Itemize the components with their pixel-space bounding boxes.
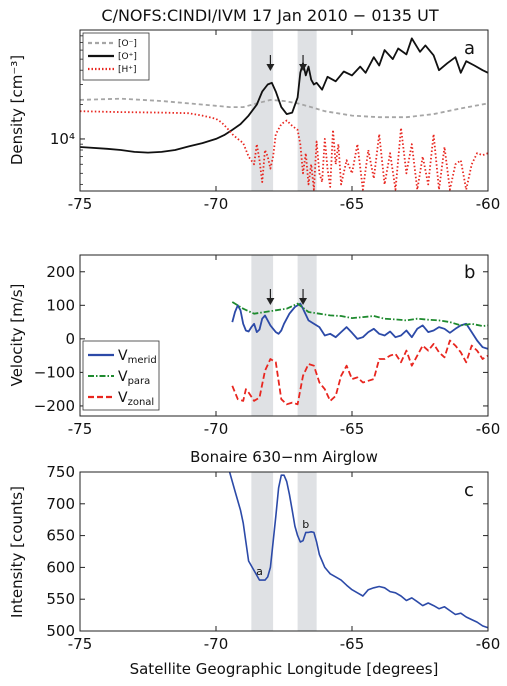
xtick-label: -60 [476, 635, 501, 653]
airglow-ticks: -75 -70 -65 -60 750 700 650 600 550 500 [46, 463, 500, 653]
legend-o-plus-label: [O⁺] [118, 52, 137, 62]
density-axes-frame [79, 29, 489, 192]
ytick-label: −100 [34, 363, 75, 381]
xtick-label: -70 [204, 420, 229, 438]
annotation-a: a [256, 565, 263, 578]
velocity-legend-box [82, 340, 160, 411]
legend-zonal-v: V [118, 390, 128, 406]
shaded-bands-c [251, 472, 317, 631]
velocity-ticks: -75 -70 -65 -60 200 100 0 −100 −200 [34, 255, 500, 438]
density-ylabel: Density [cm⁻³] [8, 55, 26, 165]
xtick-label: -65 [340, 635, 365, 653]
figure-title: C/NOFS:CINDI/IVM 17 Jan 2010 − 0135 UT [101, 6, 438, 25]
xtick-label: -60 [476, 420, 501, 438]
legend-o-minus-label: [O⁻] [118, 39, 137, 49]
xtick-label: -75 [68, 635, 93, 653]
velocity-panel: -75 -70 -65 -60 200 100 0 −100 −200 Vmerid Vpara… [8, 254, 500, 438]
legend-merid-v: V [118, 348, 128, 364]
xtick-label: -75 [68, 195, 93, 213]
panel-label-c: c [464, 480, 474, 501]
ytick-label: 500 [46, 622, 75, 640]
arrow-head-2 [299, 64, 308, 71]
shaded-band-2 [297, 30, 317, 191]
legend-para-sub: para [128, 376, 151, 387]
ytick-label: 750 [46, 463, 75, 481]
legend-merid-label: Vmerid [118, 348, 157, 366]
ytick-label: −200 [34, 397, 75, 415]
series-line-o-minus [79, 97, 489, 119]
xtick-label: -70 [204, 195, 229, 213]
density-panel: -75 -70 -65 -60 10⁴ [O⁻] [O⁺] [H⁺] a Density… [8, 29, 501, 213]
ytick-label: 700 [46, 495, 75, 513]
xtick-label: -75 [68, 420, 93, 438]
density-plot-area [79, 37, 489, 191]
ytick-label: 550 [46, 590, 75, 608]
shared-xlabel: Satellite Geographic Longitude [degrees] [130, 660, 439, 678]
arrow-head-2 [299, 298, 308, 305]
ytick-label: 650 [46, 527, 75, 545]
shaded-band-1 [251, 255, 274, 416]
airglow-axes-frame [79, 471, 489, 632]
series-line-o-plus [79, 37, 489, 154]
ytick-label: 100 [46, 296, 75, 314]
legend-zonal-sub: zonal [128, 397, 155, 408]
velocity-ylabel: Velocity [m/s] [8, 284, 26, 387]
legend-para-label: Vpara [118, 369, 150, 387]
legend-h-plus-label: [H⁺] [118, 65, 137, 75]
xtick-label: -65 [340, 195, 365, 213]
annotation-b: b [302, 518, 309, 531]
density-legend-box [82, 32, 150, 81]
series-line-zonal [231, 339, 489, 406]
shaded-band-1 [251, 30, 274, 191]
shaded-band-2 [297, 472, 317, 631]
arrow-head-1 [266, 298, 275, 305]
airglow-ylabel: Intensity [counts] [8, 486, 26, 618]
airglow-title: Bonaire 630−nm Airglow [190, 448, 378, 466]
density-legend: [O⁻] [O⁺] [H⁺] [82, 32, 150, 81]
series-line-merid [231, 302, 489, 350]
ytick-label: 0 [65, 330, 75, 348]
legend-zonal-label: Vzonal [118, 390, 154, 408]
airglow-plot-area [228, 471, 489, 629]
panel-label-b: b [464, 262, 475, 283]
legend-merid-sub: merid [128, 355, 157, 366]
ytick-label: 200 [46, 263, 75, 281]
xtick-label: -70 [204, 635, 229, 653]
series-line-airglow [228, 471, 489, 629]
arrow-head-1 [266, 64, 275, 71]
velocity-plot-area [231, 289, 489, 406]
ytick-label: 600 [46, 558, 75, 576]
xtick-label: -65 [340, 420, 365, 438]
velocity-axes-frame [79, 254, 489, 417]
velocity-legend: Vmerid Vpara Vzonal [82, 340, 160, 411]
series-line-para [231, 301, 489, 328]
shaded-band-1 [251, 472, 274, 631]
density-ticks: -75 -70 -65 -60 10⁴ [50, 29, 501, 213]
airglow-panel: Bonaire 630−nm Airglow -75 -70 -65 -60 750 70… [8, 448, 500, 653]
series-line-h-plus [79, 110, 489, 191]
xtick-label: -60 [476, 195, 501, 213]
legend-para-v: V [118, 369, 128, 385]
ytick-label: 10⁴ [50, 130, 75, 148]
panel-label-a: a [464, 38, 475, 59]
shaded-band-2 [297, 255, 317, 416]
